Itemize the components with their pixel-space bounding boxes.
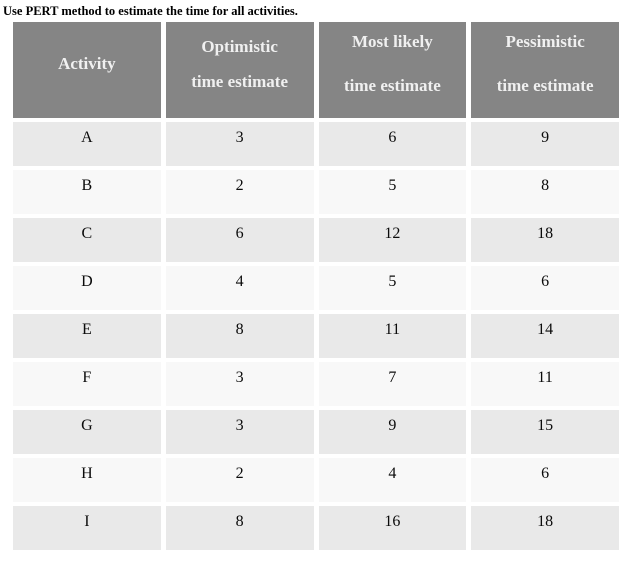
header-line: Optimistic <box>201 36 278 56</box>
column-header-most-likely: Most likely time estimate <box>318 22 467 118</box>
pert-table: Activity Optimistic time estimate Most l… <box>8 18 624 554</box>
activity-cell: F <box>13 362 161 406</box>
optimistic-cell: 2 <box>165 458 314 502</box>
column-header-activity: Activity <box>13 22 161 118</box>
most-likely-cell: 12 <box>318 218 467 262</box>
header-line: time estimate <box>496 76 594 95</box>
table-row: C 6 12 18 <box>13 218 619 262</box>
table-row: E 8 11 14 <box>13 314 619 358</box>
header-line: Activity <box>58 54 116 73</box>
pessimistic-cell: 11 <box>471 362 619 406</box>
pessimistic-cell: 8 <box>471 170 619 214</box>
table-row: F 3 7 11 <box>13 362 619 406</box>
pessimistic-cell: 6 <box>471 266 619 310</box>
table-row: H 2 4 6 <box>13 458 619 502</box>
column-header-optimistic: Optimistic time estimate <box>165 22 314 118</box>
optimistic-cell: 3 <box>165 122 314 166</box>
optimistic-cell: 8 <box>165 506 314 550</box>
pessimistic-cell: 6 <box>471 458 619 502</box>
activity-cell: G <box>13 410 161 454</box>
pessimistic-cell: 15 <box>471 410 619 454</box>
header-line: time estimate <box>343 76 441 95</box>
most-likely-cell: 9 <box>318 410 467 454</box>
header-line: time estimate <box>191 71 288 91</box>
table-row: B 2 5 8 <box>13 170 619 214</box>
table-row: I 8 16 18 <box>13 506 619 550</box>
pessimistic-cell: 14 <box>471 314 619 358</box>
optimistic-cell: 3 <box>165 410 314 454</box>
header-line: Most likely <box>352 32 433 51</box>
activity-cell: C <box>13 218 161 262</box>
most-likely-cell: 5 <box>318 170 467 214</box>
most-likely-cell: 7 <box>318 362 467 406</box>
most-likely-cell: 11 <box>318 314 467 358</box>
most-likely-cell: 5 <box>318 266 467 310</box>
instruction-text: Use PERT method to estimate the time for… <box>3 4 298 18</box>
activity-cell: I <box>13 506 161 550</box>
activity-cell: E <box>13 314 161 358</box>
activity-cell: H <box>13 458 161 502</box>
table-row: D 4 5 6 <box>13 266 619 310</box>
pessimistic-cell: 18 <box>471 506 619 550</box>
most-likely-cell: 6 <box>318 122 467 166</box>
optimistic-cell: 8 <box>165 314 314 358</box>
optimistic-cell: 2 <box>165 170 314 214</box>
optimistic-cell: 3 <box>165 362 314 406</box>
most-likely-cell: 16 <box>318 506 467 550</box>
optimistic-cell: 4 <box>165 266 314 310</box>
activity-cell: D <box>13 266 161 310</box>
most-likely-cell: 4 <box>318 458 467 502</box>
pessimistic-cell: 9 <box>471 122 619 166</box>
column-header-pessimistic: Pessimistic time estimate <box>471 22 619 118</box>
table-row: G 3 9 15 <box>13 410 619 454</box>
activity-cell: B <box>13 170 161 214</box>
header-row: Activity Optimistic time estimate Most l… <box>13 22 619 118</box>
activity-cell: A <box>13 122 161 166</box>
pessimistic-cell: 18 <box>471 218 619 262</box>
table-row: A 3 6 9 <box>13 122 619 166</box>
optimistic-cell: 6 <box>165 218 314 262</box>
header-line: Pessimistic <box>505 32 585 51</box>
